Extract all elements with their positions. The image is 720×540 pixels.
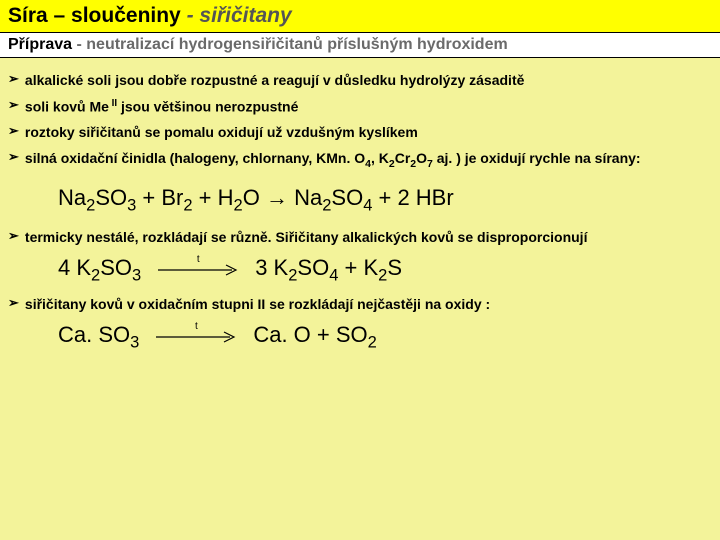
bullet-icon: ➢: [8, 295, 19, 312]
bullet-3: ➢ roztoky siřičitanů se pomalu oxidují u…: [8, 123, 712, 142]
arrow-icon: [156, 331, 236, 343]
arrow-label: t: [195, 321, 198, 332]
subtitle-sep: -: [72, 36, 86, 53]
reaction-arrow: t: [153, 264, 243, 276]
bullet-icon: ➢: [8, 97, 19, 114]
bullet-text: siřičitany kovů v oxidačním stupni II se…: [25, 295, 490, 314]
bullet-4: ➢ silná oxidační činidla (halogeny, chlo…: [8, 149, 712, 171]
bullet-icon: ➢: [8, 228, 19, 245]
bullet-text: roztoky siřičitanů se pomalu oxidují už …: [25, 123, 418, 142]
bullet-text: soli kovů Me II jsou většinou nerozpustn…: [25, 97, 298, 117]
arrow-icon: [158, 264, 238, 276]
bullet-text: termicky nestálé, rozkládají se různě. S…: [25, 228, 588, 247]
reaction-arrow: t: [151, 331, 241, 343]
bullet-icon: ➢: [8, 149, 19, 166]
title-sep: -: [181, 4, 200, 27]
bullet-icon: ➢: [8, 123, 19, 140]
eq2-lhs: 4 K2SO3: [58, 255, 141, 285]
arrow-label: t: [197, 254, 200, 265]
subtitle-rest: neutralizací hydrogensiřičitanů příslušn…: [86, 36, 507, 53]
eq1-text: Na2SO3 + Br2 + H2O → Na2SO4 + 2 HBr: [58, 185, 454, 215]
bullet-1: ➢ alkalické soli jsou dobře rozpustné a …: [8, 71, 712, 90]
bullet-5: ➢ termicky nestálé, rozkládají se různě.…: [8, 228, 712, 247]
bullet-6: ➢ siřičitany kovů v oxidačním stupni II …: [8, 295, 712, 314]
title-bar: Síra – sloučeniny - siřičitany: [0, 0, 720, 33]
equation-1: Na2SO3 + Br2 + H2O → Na2SO4 + 2 HBr: [58, 185, 712, 215]
eq3-rhs: Ca. O + SO2: [253, 322, 377, 352]
subtitle-main: Příprava: [8, 36, 72, 53]
bullet-text: silná oxidační činidla (halogeny, chlorn…: [25, 149, 641, 171]
bullet-icon: ➢: [8, 71, 19, 88]
eq2-rhs: 3 K2SO4 + K2S: [255, 255, 402, 285]
equation-2: 4 K2SO3 t 3 K2SO4 + K2S: [58, 255, 712, 285]
title-main: Síra – sloučeniny: [8, 4, 181, 27]
equation-3: Ca. SO3 t Ca. O + SO2: [58, 322, 712, 352]
bullet-text: alkalické soli jsou dobře rozpustné a re…: [25, 71, 525, 90]
bullet-2: ➢ soli kovů Me II jsou většinou nerozpus…: [8, 97, 712, 117]
title-sub: siřičitany: [199, 4, 291, 27]
content-area: ➢ alkalické soli jsou dobře rozpustné a …: [0, 58, 720, 352]
eq3-lhs: Ca. SO3: [58, 322, 139, 352]
subtitle-bar: Příprava - neutralizací hydrogensiřičita…: [0, 33, 720, 58]
